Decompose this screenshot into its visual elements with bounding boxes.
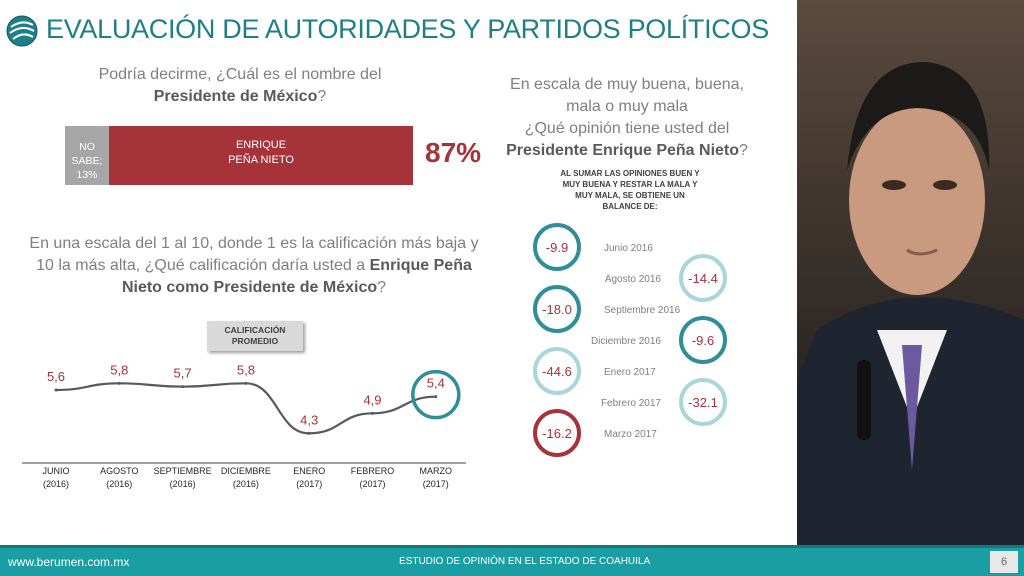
bar-label-no-sabe: NO SABE;: [71, 141, 103, 167]
rating-value-label: 5,6: [47, 369, 65, 384]
balance-bubble: [679, 316, 727, 364]
bar-value-no-sabe: 13%: [76, 169, 98, 181]
rating-point: [371, 411, 374, 415]
balance-value-label: -44.6: [542, 364, 572, 379]
question-opinion: En escala de muy buena, buena, mala o mu…: [506, 76, 748, 159]
balance-bubble-chart: -9.9 Junio 2016 -14.4 Agosto 2016 -18.0 Septi…: [533, 223, 727, 457]
recognition-stacked-bar: NO SABE; 13% ENRIQUE PEÑA NIETO: [65, 126, 413, 185]
rating-point: [434, 395, 438, 399]
balance-period-label: Enero 2017: [604, 367, 656, 378]
rating-value-label: 5,7: [174, 366, 192, 381]
question-rating: En una escala del 1 al 10, donde 1 es la…: [29, 235, 479, 296]
rating-point: [307, 431, 311, 435]
rating-value-label: 4,3: [300, 412, 318, 427]
rating-value-label: 5,8: [237, 362, 255, 377]
bar-segment-no-sabe: NO SABE; 13%: [65, 126, 109, 185]
balance-bubble: [533, 285, 581, 333]
footer-study-title: ESTUDIO DE OPINIÓN EN EL ESTADO DE COAHU…: [399, 556, 651, 567]
bar-label-enrique: ENRIQUE PEÑA NIETO: [228, 139, 294, 166]
balance-bubble: [533, 347, 581, 395]
x-tick-label: FEBRERO: [351, 466, 395, 476]
page-number: 6: [990, 551, 1018, 573]
rating-value-label: 5,4: [427, 376, 445, 391]
footer-website[interactable]: www.berumen.com.mx: [8, 555, 130, 569]
balance-value-label: -16.2: [542, 426, 572, 441]
x-tick-label: (2016): [233, 479, 259, 489]
rating-point: [244, 381, 248, 385]
x-tick-label: ENERO: [293, 466, 325, 476]
x-tick-label: (2016): [43, 479, 69, 489]
footer: www.berumen.com.mx ESTUDIO DE OPINIÓN EN…: [0, 545, 1024, 576]
footer-band: [0, 545, 1024, 548]
globe-logo-icon: [6, 15, 38, 47]
x-tick-label: (2017): [296, 479, 322, 489]
page-title: EVALUACIÓN DE AUTORIDADES Y PARTIDOS POL…: [46, 14, 769, 44]
x-tick-label: AGOSTO: [100, 466, 138, 476]
rating-series-line: [55, 382, 436, 435]
x-tick-label: SEPTIEMBRE: [154, 466, 212, 476]
x-tick-label: (2017): [423, 479, 449, 489]
balance-period-label: Junio 2016: [604, 243, 653, 254]
balance-note: AL SUMAR LAS OPINIONES BUEN Y MUY BUENA …: [560, 169, 700, 211]
x-tick-label: DICIEMBRE: [221, 466, 271, 476]
x-tick-label: (2016): [170, 479, 196, 489]
balance-bubble: [533, 223, 581, 271]
question-name-recognition: Podría decirme, ¿Cuál es el nombre del P…: [98, 66, 382, 105]
balance-period-label: Diciembre 2016: [591, 336, 661, 347]
x-tick-label: MARZO: [420, 466, 453, 476]
balance-bubble: [533, 409, 581, 457]
recognition-percentage: 87%: [425, 137, 482, 168]
balance-bubble: [679, 378, 727, 426]
rating-value-label: 5,8: [110, 362, 128, 377]
rating-point: [181, 385, 185, 389]
balance-bubble: [679, 254, 727, 302]
latest-value-highlight: [411, 369, 461, 420]
x-tick-label: (2017): [359, 479, 385, 489]
rating-point: [54, 388, 58, 392]
x-tick-label: JUNIO: [43, 466, 70, 476]
balance-period-label: Febrero 2017: [601, 398, 661, 409]
balance-period-label: Septiembre 2016: [604, 305, 681, 316]
rating-value-label: 4,9: [363, 392, 381, 407]
balance-value-label: -18.0: [542, 302, 572, 317]
x-tick-label: (2016): [106, 479, 132, 489]
average-rating-badge: CALIFICACIÓN PROMEDIO: [207, 321, 303, 351]
bar-segment-enrique: ENRIQUE PEÑA NIETO: [109, 126, 413, 185]
balance-period-label: Marzo 2017: [604, 429, 657, 440]
balance-value-label: -14.4: [688, 271, 718, 286]
rating-line-chart: 5,6 JUNIO (2016) 5,8 AGOSTO (2016) 5,7 SEPTIEMB…: [22, 362, 466, 489]
president-photo: [797, 0, 1024, 545]
rating-point: [117, 381, 121, 385]
balance-value-label: -9.6: [692, 333, 714, 348]
balance-period-label: Agosto 2016: [605, 274, 662, 285]
balance-value-label: -9.9: [546, 240, 568, 255]
balance-value-label: -32.1: [688, 395, 718, 410]
